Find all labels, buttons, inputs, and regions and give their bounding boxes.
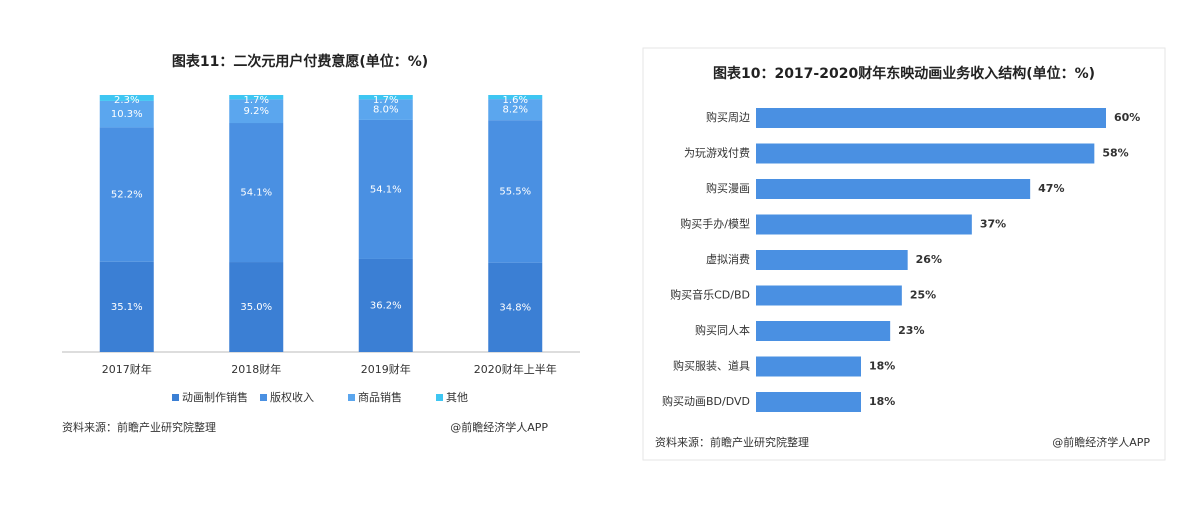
- legend-swatch: [436, 394, 443, 401]
- data-label: 25%: [910, 289, 936, 302]
- bar-segment: [99, 95, 154, 101]
- data-label: 35.0%: [240, 302, 272, 313]
- y-tick-label: 购买漫画: [706, 181, 750, 195]
- bar-segment: [488, 120, 543, 263]
- data-label: 1.7%: [373, 95, 398, 106]
- y-tick-label: 购买音乐CD/BD: [670, 288, 750, 302]
- data-label: 1.7%: [244, 95, 269, 106]
- y-tick-label: 购买同人本: [695, 323, 750, 337]
- bar-segment: [488, 99, 543, 121]
- y-tick-label: 购买手办/模型: [680, 217, 750, 231]
- y-tick-label: 虚拟消费: [706, 252, 750, 266]
- legend-swatch: [172, 394, 179, 401]
- data-label: 52.2%: [111, 190, 143, 201]
- bar-segment: [358, 258, 413, 352]
- bar: [756, 285, 902, 306]
- bar: [756, 392, 861, 412]
- bar-segment: [358, 95, 413, 100]
- bar-segment: [229, 262, 284, 352]
- x-tick-label: 2019财年: [361, 362, 411, 376]
- x-tick-label: 2018财年: [231, 362, 281, 376]
- chart-title: 图表11：二次元用户付费意愿(单位：%): [172, 53, 428, 70]
- bar-segment: [99, 100, 154, 128]
- bar-segment: [229, 99, 284, 124]
- bar-segment: [99, 261, 154, 352]
- data-label: 1.6%: [503, 95, 528, 106]
- legend-label: 版权收入: [270, 390, 314, 404]
- bar-segment: [229, 123, 284, 263]
- credit: @前瞻经济学人APP: [1052, 435, 1150, 449]
- bar: [756, 321, 891, 341]
- data-label: 2.3%: [114, 95, 139, 106]
- data-label: 8.2%: [503, 105, 528, 116]
- data-label: 60%: [1114, 111, 1140, 124]
- source: 资料来源：前瞻产业研究院整理: [655, 435, 809, 449]
- bar-segment: [358, 99, 413, 120]
- bar: [756, 179, 1031, 199]
- bar-segment: [99, 127, 154, 262]
- y-tick-label: 购买动画BD/DVD: [662, 394, 750, 408]
- data-label: 18%: [869, 395, 895, 408]
- y-tick-label: 购买服装、道具: [673, 359, 750, 373]
- y-tick-label: 为玩游戏付费: [684, 147, 750, 160]
- x-tick-label: 2020财年上半年: [474, 362, 557, 376]
- bar: [756, 250, 908, 270]
- data-label: 9.2%: [244, 106, 269, 117]
- legend-label: 动画制作销售: [182, 390, 248, 404]
- data-label: 34.8%: [499, 302, 531, 313]
- data-label: 47%: [1038, 182, 1064, 195]
- bar-segment: [229, 95, 284, 100]
- data-label: 35.1%: [111, 302, 143, 313]
- legend-swatch: [260, 394, 267, 401]
- legend-swatch: [348, 394, 355, 401]
- data-label: 23%: [898, 324, 924, 337]
- data-label: 37%: [980, 218, 1006, 231]
- data-label: 58%: [1102, 147, 1128, 160]
- data-label: 54.1%: [240, 188, 272, 199]
- x-tick-label: 2017财年: [102, 362, 152, 376]
- data-label: 36.2%: [370, 300, 402, 311]
- data-label: 18%: [869, 360, 895, 373]
- y-tick-label: 购买周边: [706, 110, 750, 124]
- panel-border: [642, 47, 1166, 461]
- data-label: 8.0%: [373, 105, 398, 116]
- data-label: 26%: [916, 253, 942, 266]
- bar: [756, 214, 972, 235]
- legend-label: 商品销售: [358, 390, 402, 404]
- legend-label: 其他: [446, 391, 468, 404]
- data-label: 55.5%: [499, 186, 531, 197]
- chart-title: 图表10：2017-2020财年东映动画业务收入结构(单位：%): [713, 65, 1095, 82]
- credit: @前瞻经济学人APP: [450, 420, 548, 434]
- bar: [756, 143, 1095, 164]
- source: 资料来源：前瞻产业研究院整理: [62, 420, 216, 434]
- bar-segment: [488, 95, 543, 100]
- bar: [756, 108, 1106, 128]
- data-label: 54.1%: [370, 184, 402, 195]
- data-label: 10.3%: [111, 109, 143, 120]
- bar-segment: [358, 119, 413, 259]
- bar: [756, 356, 861, 377]
- bar-segment: [488, 262, 543, 352]
